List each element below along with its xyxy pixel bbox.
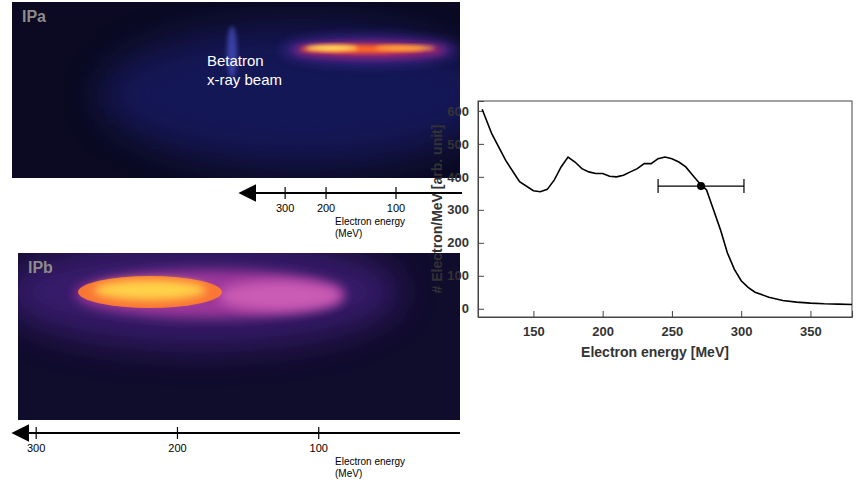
panel-title: IPb bbox=[28, 259, 53, 276]
tick bbox=[325, 187, 326, 199]
tick-label: 300 bbox=[447, 202, 469, 217]
tick-mark bbox=[533, 311, 534, 317]
image-content bbox=[100, 25, 460, 165]
image-glow bbox=[306, 45, 358, 51]
line-chart: 150 200 250 300 350 0 100 200 300 400 500 600 Electr… bbox=[429, 101, 853, 360]
image-glow bbox=[78, 276, 222, 308]
tick: 150 bbox=[523, 311, 545, 339]
tick-label: 200 bbox=[447, 235, 469, 250]
axis-title-line: (MeV) bbox=[335, 228, 362, 239]
error-bar-cap bbox=[743, 179, 744, 193]
tick: 400 bbox=[447, 170, 484, 185]
image-glow bbox=[294, 43, 446, 57]
image-glow bbox=[375, 46, 435, 51]
x-axis: 150 200 250 300 350 bbox=[479, 311, 853, 339]
image-panel: IPa Betatron x-ray beam 300 200 100 Electron e… bbox=[12, 2, 500, 239]
axis-title-line: Electron energy bbox=[335, 456, 405, 467]
tick-mark bbox=[810, 311, 811, 317]
tick: 300 bbox=[447, 202, 484, 217]
tick: 0 bbox=[462, 301, 484, 316]
annotation: Betatron x-ray beam bbox=[207, 52, 282, 88]
tick bbox=[36, 427, 37, 439]
tick-label: 200 bbox=[592, 324, 614, 339]
tick: 200 bbox=[592, 311, 614, 339]
axis-line bbox=[479, 102, 485, 318]
image-panel: IPb 300 200 100 Electron energy(MeV) bbox=[0, 237, 460, 479]
tick-label: 100 bbox=[447, 268, 469, 283]
tick: 100 bbox=[447, 268, 484, 283]
y-axis: 0 100 200 300 400 500 600 bbox=[447, 102, 484, 318]
tick-mark bbox=[478, 177, 484, 178]
image-glow bbox=[18, 253, 400, 347]
axis-title: Electron energy(MeV) bbox=[335, 456, 405, 479]
tick-label: 200 bbox=[168, 442, 186, 454]
tick-label: 300 bbox=[731, 324, 753, 339]
tick: 350 bbox=[800, 311, 822, 339]
tick-label: 100 bbox=[310, 442, 328, 454]
tick-label: 150 bbox=[523, 324, 545, 339]
tick bbox=[177, 427, 178, 439]
annotation-line: Betatron bbox=[207, 52, 264, 69]
plot-marks bbox=[482, 109, 852, 304]
tick-mark bbox=[478, 210, 484, 211]
axis-title-line: Electron energy bbox=[335, 216, 405, 227]
error-bar-cap bbox=[657, 179, 658, 193]
x-axis-title: Electron energy [MeV] bbox=[581, 344, 729, 360]
tick: 250 bbox=[662, 311, 684, 339]
tick-mark bbox=[603, 311, 604, 317]
tick bbox=[285, 187, 286, 199]
tick-mark bbox=[672, 311, 673, 317]
tick-mark bbox=[478, 243, 484, 244]
axis-line bbox=[15, 432, 460, 434]
tick-label: 0 bbox=[462, 301, 469, 316]
tick-label: 100 bbox=[387, 202, 405, 214]
energy-axis: 300 200 100 Electron energy(MeV) bbox=[15, 427, 460, 479]
tick bbox=[395, 187, 396, 199]
tick-label: 200 bbox=[317, 202, 335, 214]
spectrum-line bbox=[482, 109, 852, 304]
image-glow bbox=[94, 280, 206, 300]
y-axis-title: # Electron/MeV [arb. unit] bbox=[429, 125, 445, 294]
axis-line bbox=[479, 311, 853, 318]
axis-title-line: (MeV) bbox=[335, 468, 362, 479]
axis-title: Electron energy(MeV) bbox=[335, 216, 405, 239]
data-point bbox=[697, 182, 705, 190]
tick-label: 350 bbox=[800, 324, 822, 339]
image-glow bbox=[75, 270, 345, 318]
figure: IPa Betatron x-ray beam 300 200 100 Electron e… bbox=[0, 0, 862, 492]
tick: 300 bbox=[731, 311, 753, 339]
tick: 600 bbox=[447, 104, 484, 119]
tick: 200 bbox=[447, 235, 484, 250]
image-content bbox=[18, 253, 400, 347]
tick-mark bbox=[478, 144, 484, 145]
image-glow bbox=[218, 281, 342, 311]
image-glow bbox=[282, 36, 458, 64]
tick-label: 600 bbox=[447, 104, 469, 119]
tick-mark bbox=[478, 309, 484, 310]
tick: 500 bbox=[447, 137, 484, 152]
tick bbox=[318, 427, 319, 439]
image-glow bbox=[100, 25, 460, 165]
plot-frame bbox=[478, 101, 852, 317]
tick-label: 500 bbox=[447, 137, 469, 152]
tick-label: 250 bbox=[662, 324, 684, 339]
tick-label: 300 bbox=[27, 442, 45, 454]
tick-mark bbox=[741, 311, 742, 317]
tick-mark bbox=[478, 276, 484, 277]
panel-title: IPa bbox=[22, 8, 46, 25]
annotation-line: x-ray beam bbox=[207, 71, 282, 88]
tick-label: 300 bbox=[276, 202, 294, 214]
tick-label: 400 bbox=[447, 170, 469, 185]
